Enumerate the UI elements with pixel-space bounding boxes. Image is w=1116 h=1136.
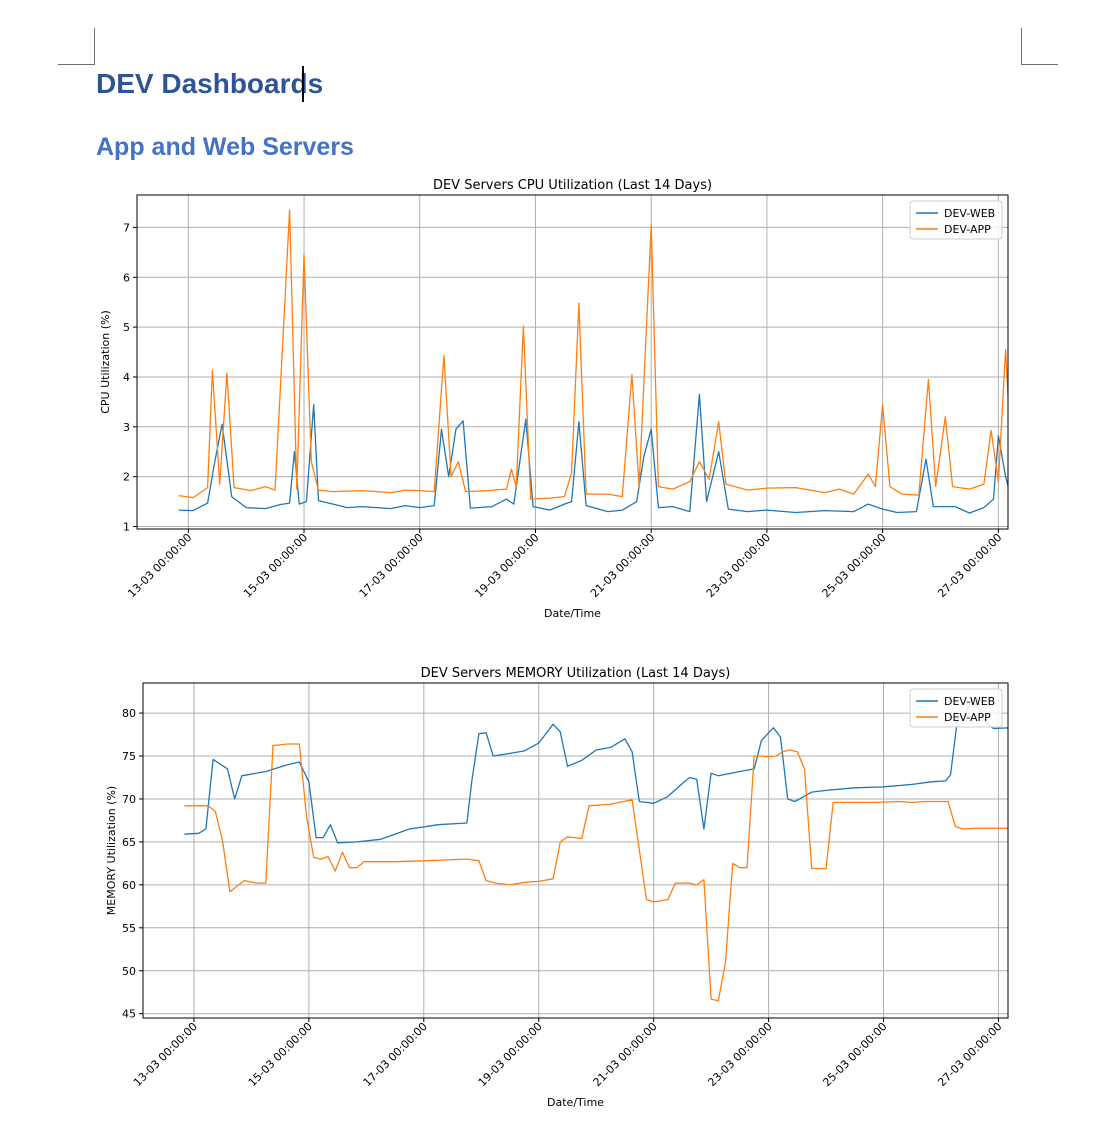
y-tick-label: 70 bbox=[122, 793, 136, 806]
legend-label: DEV-APP bbox=[944, 223, 991, 236]
y-tick-label: 50 bbox=[122, 965, 136, 978]
x-tick-label: 19-03 00:00:00 bbox=[472, 531, 541, 600]
y-axis-label: CPU Utilization (%) bbox=[99, 310, 112, 414]
x-axis-label: Date/Time bbox=[544, 607, 601, 620]
crop-mark-top-left-vertical bbox=[94, 28, 95, 65]
y-tick-label: 55 bbox=[122, 922, 136, 935]
x-tick-label: 13-03 00:00:00 bbox=[125, 531, 194, 600]
y-tick-label: 4 bbox=[123, 371, 130, 384]
x-tick-label: 21-03 00:00:00 bbox=[588, 531, 657, 600]
y-tick-label: 1 bbox=[123, 521, 130, 534]
plot-frame bbox=[142, 682, 1009, 1019]
x-tick-label: 25-03 00:00:00 bbox=[820, 531, 889, 600]
crop-mark-top-left-horizontal bbox=[58, 64, 95, 65]
x-tick-label: 23-03 00:00:00 bbox=[705, 1020, 774, 1089]
y-tick-label: 80 bbox=[122, 707, 136, 720]
y-tick-label: 6 bbox=[123, 271, 130, 284]
legend-label: DEV-WEB bbox=[944, 695, 995, 708]
y-axis-label: MEMORY Utilization (%) bbox=[105, 786, 118, 915]
x-tick-label: 27-03 00:00:00 bbox=[935, 1020, 1004, 1089]
text-cursor bbox=[302, 66, 304, 102]
y-tick-label: 3 bbox=[123, 421, 130, 434]
y-tick-label: 2 bbox=[123, 471, 130, 484]
series-line-dev-web bbox=[178, 393, 1008, 514]
y-tick-label: 5 bbox=[123, 321, 130, 334]
x-tick-label: 17-03 00:00:00 bbox=[361, 1020, 430, 1089]
x-tick-label: 15-03 00:00:00 bbox=[246, 1020, 315, 1089]
x-tick-label: 19-03 00:00:00 bbox=[476, 1020, 545, 1089]
crop-mark-top-right-horizontal bbox=[1021, 64, 1058, 65]
x-tick-label: 21-03 00:00:00 bbox=[591, 1020, 660, 1089]
y-tick-label: 75 bbox=[122, 750, 136, 763]
legend-label: DEV-WEB bbox=[944, 207, 995, 220]
crop-mark-top-right-vertical bbox=[1021, 28, 1022, 65]
y-tick-label: 60 bbox=[122, 879, 136, 892]
memory-utilization-chart: DEV Servers MEMORY Utilization (Last 14 … bbox=[105, 666, 1009, 1109]
x-tick-label: 27-03 00:00:00 bbox=[935, 531, 1004, 600]
document-title[interactable]: DEV Dashboards bbox=[96, 68, 324, 99]
x-tick-label: 25-03 00:00:00 bbox=[820, 1020, 889, 1089]
document-subtitle[interactable]: App and Web Servers bbox=[96, 133, 354, 161]
chart-title: DEV Servers CPU Utilization (Last 14 Day… bbox=[433, 178, 712, 193]
x-axis-label: Date/Time bbox=[547, 1096, 604, 1109]
x-tick-label: 23-03 00:00:00 bbox=[704, 531, 773, 600]
series-line-dev-app bbox=[184, 743, 1008, 1002]
y-tick-label: 45 bbox=[122, 1008, 136, 1021]
x-tick-label: 17-03 00:00:00 bbox=[357, 531, 426, 600]
legend-label: DEV-APP bbox=[944, 711, 991, 724]
x-tick-label: 15-03 00:00:00 bbox=[241, 531, 310, 600]
cpu-utilization-chart: DEV Servers CPU Utilization (Last 14 Day… bbox=[99, 178, 1009, 620]
y-tick-label: 65 bbox=[122, 836, 136, 849]
chart-title: DEV Servers MEMORY Utilization (Last 14 … bbox=[421, 666, 731, 681]
x-tick-label: 13-03 00:00:00 bbox=[131, 1020, 200, 1089]
series-line-dev-app bbox=[178, 209, 1008, 500]
y-tick-label: 7 bbox=[123, 221, 130, 234]
plot-frame bbox=[136, 194, 1009, 530]
series-line-dev-web bbox=[184, 697, 1008, 844]
